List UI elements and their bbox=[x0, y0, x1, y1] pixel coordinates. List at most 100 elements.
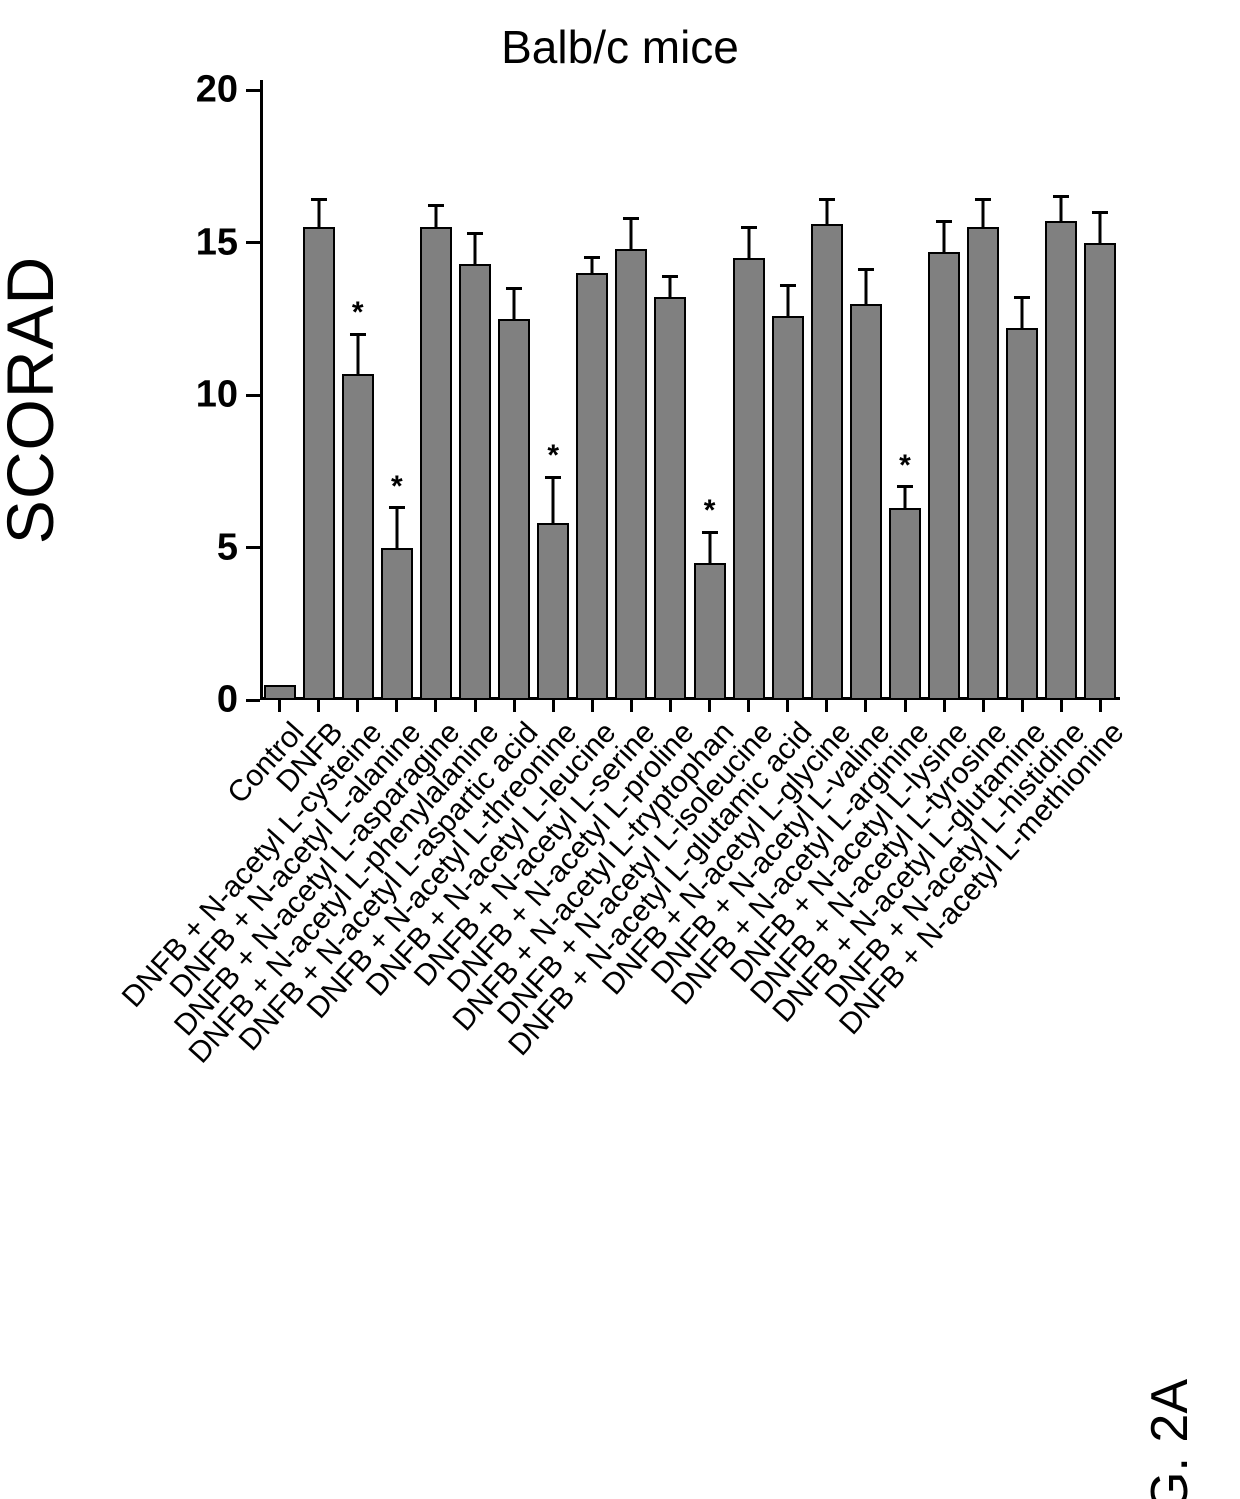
bar-fill bbox=[889, 508, 921, 700]
x-tick bbox=[630, 700, 633, 712]
bar bbox=[811, 150, 843, 700]
x-tick bbox=[356, 700, 359, 712]
x-tick bbox=[474, 700, 477, 712]
bar bbox=[967, 150, 999, 700]
error-bar-cap bbox=[936, 220, 952, 223]
error-bar-stem bbox=[1060, 197, 1063, 221]
bar bbox=[498, 238, 530, 700]
y-tick bbox=[246, 546, 260, 549]
y-tick-label: 20 bbox=[196, 69, 238, 112]
error-bar-cap bbox=[389, 506, 405, 509]
bar bbox=[850, 220, 882, 700]
x-tick bbox=[317, 700, 320, 712]
error-bar-cap bbox=[506, 287, 522, 290]
y-tick-label: 5 bbox=[217, 526, 238, 569]
bar: * bbox=[381, 458, 413, 700]
x-tick bbox=[278, 700, 281, 712]
x-tick bbox=[1060, 700, 1063, 712]
bar-fill bbox=[733, 258, 765, 700]
bar-fill bbox=[342, 374, 374, 700]
bar bbox=[264, 635, 296, 700]
bar bbox=[1006, 247, 1038, 700]
bar: * bbox=[342, 284, 374, 700]
plot-area: ***** 05101520 bbox=[260, 90, 1120, 700]
bar bbox=[1084, 162, 1116, 700]
error-bar-stem bbox=[708, 532, 711, 563]
error-bar-stem bbox=[630, 218, 633, 249]
bar-fill bbox=[654, 297, 686, 700]
error-bar-cap bbox=[702, 531, 718, 534]
error-bar-cap bbox=[623, 217, 639, 220]
error-bar-cap bbox=[975, 198, 991, 201]
y-tick bbox=[246, 89, 260, 92]
bar-fill bbox=[498, 319, 530, 700]
x-tick bbox=[943, 700, 946, 712]
bar-fill bbox=[615, 249, 647, 700]
error-bar-stem bbox=[317, 200, 320, 227]
x-tick bbox=[904, 700, 907, 712]
x-tick bbox=[434, 700, 437, 712]
x-tick bbox=[1021, 700, 1024, 712]
error-bar-cap bbox=[897, 485, 913, 488]
significance-marker: * bbox=[352, 296, 364, 330]
bar-fill bbox=[537, 523, 569, 700]
error-bar-stem bbox=[473, 233, 476, 264]
x-tick bbox=[747, 700, 750, 712]
error-bar-cap bbox=[584, 256, 600, 259]
error-bar-cap bbox=[858, 268, 874, 271]
bar-fill bbox=[303, 227, 335, 700]
category-axis: ControlDNFBDNFB + N-acetyl L-cysteineDNF… bbox=[260, 700, 1120, 1450]
bar: * bbox=[694, 482, 726, 700]
bar bbox=[772, 235, 804, 700]
error-bar-stem bbox=[864, 270, 867, 304]
y-tick-label: 15 bbox=[196, 221, 238, 264]
y-tick-label: 0 bbox=[217, 679, 238, 722]
error-bar-cap bbox=[311, 198, 327, 201]
x-tick bbox=[825, 700, 828, 712]
x-tick bbox=[669, 700, 672, 712]
error-bar-cap bbox=[1053, 195, 1069, 198]
error-bar-cap bbox=[780, 284, 796, 287]
significance-marker: * bbox=[547, 439, 559, 473]
bar-fill bbox=[811, 224, 843, 700]
error-bar-cap bbox=[350, 333, 366, 336]
error-bar-cap bbox=[819, 198, 835, 201]
y-tick-label: 10 bbox=[196, 374, 238, 417]
bar bbox=[303, 150, 335, 700]
error-bar-stem bbox=[786, 285, 789, 316]
bar: * bbox=[537, 427, 569, 700]
x-tick bbox=[395, 700, 398, 712]
x-tick bbox=[982, 700, 985, 712]
y-tick bbox=[246, 241, 260, 244]
error-bar-cap bbox=[467, 232, 483, 235]
bar-fill bbox=[1006, 328, 1038, 700]
error-bar-stem bbox=[825, 200, 828, 224]
error-bar-stem bbox=[513, 288, 516, 319]
bar bbox=[420, 156, 452, 700]
error-bar-stem bbox=[591, 258, 594, 273]
y-axis-title: SCORAD bbox=[0, 256, 68, 544]
figure-label: FIG. 2A bbox=[1140, 1379, 1200, 1499]
bar bbox=[576, 208, 608, 700]
bar bbox=[615, 168, 647, 700]
x-tick bbox=[591, 700, 594, 712]
bar bbox=[928, 171, 960, 700]
error-bar-stem bbox=[356, 334, 359, 374]
error-bar-stem bbox=[943, 221, 946, 252]
error-bar-stem bbox=[395, 508, 398, 548]
bar-fill bbox=[264, 685, 296, 700]
error-bar-stem bbox=[434, 206, 437, 227]
significance-marker: * bbox=[704, 494, 716, 528]
x-tick bbox=[708, 700, 711, 712]
bar-fill bbox=[459, 264, 491, 700]
error-bar-stem bbox=[903, 487, 906, 508]
bar-fill bbox=[694, 563, 726, 700]
bar-fill bbox=[772, 316, 804, 700]
y-tick bbox=[246, 699, 260, 702]
bar-fill bbox=[967, 227, 999, 700]
bar-fill bbox=[850, 304, 882, 701]
bar bbox=[459, 183, 491, 700]
bars-layer: ***** bbox=[260, 90, 1120, 700]
bar-fill bbox=[1084, 243, 1116, 701]
x-tick bbox=[552, 700, 555, 712]
